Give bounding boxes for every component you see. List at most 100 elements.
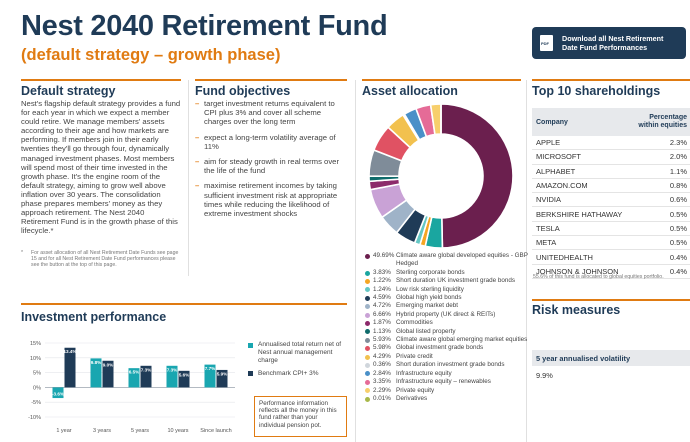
allocation-legend-item: 4.72% Emerging market debt <box>365 302 530 310</box>
bar-value-label: 7.3% <box>167 367 177 372</box>
allocation-legend-item: 3.83% Sterling corporate bonds <box>365 269 530 277</box>
rule-investment-performance <box>21 303 347 305</box>
allocation-label: Infrastructure equity – renewables <box>396 378 491 386</box>
benchmark-bar <box>102 360 114 388</box>
allocation-percentage: 6.66% <box>373 310 391 318</box>
allocation-label: Private equity <box>396 386 435 394</box>
allocation-legend-item: 1.24% Low risk sterling liquidity <box>365 286 530 294</box>
company-name: META <box>536 238 557 248</box>
allocation-legend-item: 5.93% Climate aware global emerging marke… <box>365 336 530 344</box>
allocation-legend-item: 3.35% Infrastructure equity – renewables <box>365 378 530 386</box>
allocation-percentage: 1.24% <box>373 285 391 293</box>
bar-value-label: 6.5% <box>129 370 139 375</box>
return-bar <box>204 364 216 388</box>
allocation-percentage: 3.35% <box>373 378 391 386</box>
bar-value-label: 9.0% <box>103 362 113 367</box>
legend-dot <box>365 354 370 360</box>
legend-dot <box>365 270 370 276</box>
objective-text: expect a long-term volatility average of… <box>204 132 336 151</box>
allocation-percentage: 1.22% <box>373 277 391 285</box>
allocation-legend-item: 5.98% Global investment grade bonds <box>365 344 530 352</box>
asset-allocation-donut <box>368 103 514 249</box>
shareholdings-note: 55.6% of this fund is allocated to globa… <box>533 274 664 280</box>
y-tick-label: -5% <box>31 400 41 406</box>
legend-dot <box>365 329 370 335</box>
pdf-icon-text: PDF <box>541 41 549 46</box>
default-strategy-footnote: * For asset allocation of all Nest Retir… <box>21 250 181 269</box>
bar-value-label: 9.8% <box>91 360 101 365</box>
column-percentage: Percentage within equities <box>638 113 687 130</box>
company-percentage: 0.8% <box>669 181 687 191</box>
allocation-label: Infrastructure equity <box>396 369 452 377</box>
default-strategy-text: Nest's flagship default strategy provide… <box>21 99 181 236</box>
allocation-label: Sterling corporate bonds <box>396 268 465 276</box>
objective-item: – aim for steady growth in real terms ove… <box>195 157 347 175</box>
legend-swatch <box>248 342 253 348</box>
allocation-percentage: 4.29% <box>373 352 391 360</box>
investment-performance-heading: Investment performance <box>21 310 167 324</box>
allocation-percentage: 2.29% <box>373 386 391 394</box>
legend-dot <box>365 287 370 293</box>
table-row: TESLA 0.5% <box>532 222 690 237</box>
footnote-text: For asset allocation of all Nest Retirem… <box>31 250 179 269</box>
benchmark-bar <box>140 365 152 388</box>
table-row: BERKSHIRE HATHAWAY 0.5% <box>532 207 690 222</box>
company-name: APPLE <box>536 138 561 148</box>
company-name: MICROSOFT <box>536 152 581 162</box>
bar-value-label: 13.4% <box>63 349 76 354</box>
table-header: Company Percentage within equities <box>532 108 690 136</box>
page-subtitle: (default strategy – growth phase) <box>21 46 281 64</box>
allocation-percentage: 5.93% <box>373 336 391 344</box>
benchmark-bar <box>64 347 76 388</box>
company-name: ALPHABET <box>536 166 576 176</box>
allocation-legend-item: 1.22% Short duration UK investment grade … <box>365 277 530 285</box>
return-bar <box>128 368 140 388</box>
allocation-percentage: 2.84% <box>373 369 391 377</box>
allocation-label: Global high yield bonds <box>396 294 462 302</box>
table-row: JOHNSON & JOHNSON 0.4% <box>532 265 690 279</box>
rule-default-strategy <box>21 79 181 81</box>
legend-dot <box>365 304 370 310</box>
allocation-label: Short duration UK investment grade bonds <box>396 277 516 285</box>
download-performances-button[interactable]: PDF Download all Nest Retirement Date Fu… <box>532 27 686 59</box>
dash-bullet-icon: – <box>195 132 200 142</box>
allocation-label: Global investment grade bonds <box>396 344 484 352</box>
y-tick-label: 0% <box>33 385 41 391</box>
company-percentage: 2.3% <box>669 138 687 148</box>
bar-value-label: 5.6% <box>179 372 189 377</box>
legend-dot <box>365 371 370 377</box>
allocation-legend-item: 49.69% Climate aware global developed equ… <box>365 252 530 269</box>
legend-swatch <box>248 371 253 377</box>
allocation-legend-item: 4.29% Private credit <box>365 353 530 361</box>
risk-measures-heading: Risk measures <box>532 303 621 317</box>
table-row: AMAZON.COM 0.8% <box>532 179 690 194</box>
donut-slice <box>440 103 514 249</box>
benchmark-bar <box>216 369 228 388</box>
company-name: UNITEDHEALTH <box>536 252 593 262</box>
asset-allocation-heading: Asset allocation <box>362 84 458 98</box>
allocation-legend-item: 4.59% Global high yield bonds <box>365 294 530 302</box>
company-name: TESLA <box>536 223 560 233</box>
allocation-percentage: 4.59% <box>373 294 391 302</box>
company-percentage: 0.4% <box>669 266 687 276</box>
legend-label: Benchmark CPI+ 3% <box>258 369 319 377</box>
footnote-mark: * <box>21 250 24 256</box>
legend-dot <box>365 337 370 343</box>
x-tick-label: 10 years <box>167 428 188 434</box>
company-percentage: 0.6% <box>669 195 687 205</box>
return-bar <box>52 387 64 399</box>
dash-bullet-icon: – <box>195 157 200 167</box>
y-tick-label: 15% <box>30 341 41 347</box>
legend-item-return: Annualised total return net of Nest annu… <box>248 341 348 365</box>
performance-legend: Annualised total return net of Nest annu… <box>248 341 348 383</box>
pdf-document-icon: PDF <box>540 35 553 51</box>
legend-dot <box>365 346 370 352</box>
return-bar <box>166 365 178 388</box>
allocation-label: Private credit <box>396 352 433 360</box>
allocation-percentage: 3.83% <box>373 268 391 276</box>
divider <box>188 80 189 276</box>
allocation-legend-item: 2.29% Private equity <box>365 387 530 395</box>
legend-dot <box>365 388 370 394</box>
allocation-legend-item: 6.66% Hybrid property (UK direct & REITs) <box>365 311 530 319</box>
legend-dot <box>365 253 370 259</box>
